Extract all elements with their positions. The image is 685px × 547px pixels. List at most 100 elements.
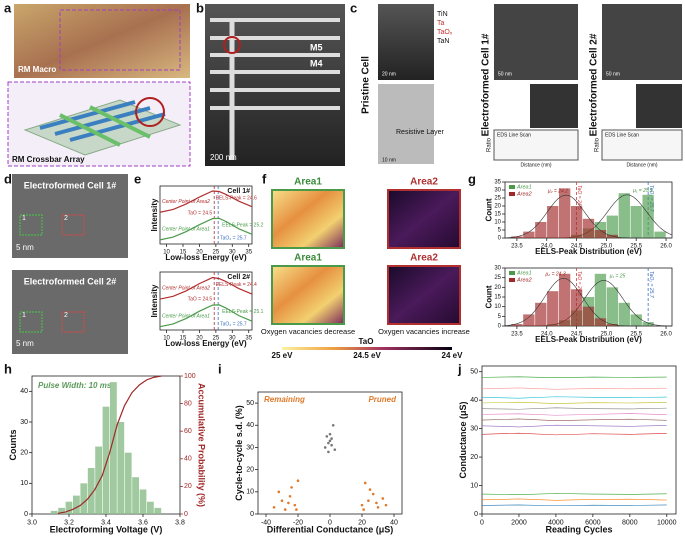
scale-bar: 50 nm: [606, 71, 620, 77]
y-tick-label: 40: [470, 397, 478, 404]
scatter-point: [375, 501, 378, 505]
series-line: [159, 276, 253, 300]
scatter-point: [280, 499, 284, 502]
peak-label: EELS-Peak = 24.4: [216, 282, 257, 288]
y-tick-label: 15: [494, 295, 501, 301]
legend-label: Area1: [516, 184, 532, 190]
x-tick-label: -20: [293, 519, 303, 526]
series-label: Center Point of Area1: [162, 313, 210, 319]
y-tick-label: 30: [494, 266, 501, 272]
scale-bar: 5 nm: [16, 243, 34, 252]
series-label: Center Point of Area2: [162, 199, 210, 205]
scatter-point: [371, 492, 375, 496]
scatter-point: [330, 443, 333, 447]
y-tick-label: 20: [20, 450, 28, 457]
x-tick-label: 24.5: [571, 331, 583, 337]
histogram-bar: [594, 318, 607, 326]
series-line: [481, 424, 667, 428]
legend-swatch: [509, 271, 515, 275]
scatter-point: [277, 490, 281, 494]
histogram-bar: [606, 324, 619, 326]
x-axis-label: Reading Cycles: [545, 524, 612, 534]
series-label: Center Point of Area1: [162, 226, 210, 232]
heatmap: [387, 189, 461, 249]
histogram-bar: [65, 501, 73, 514]
area-title: Area1: [294, 177, 322, 188]
y-tick-label: 10: [494, 220, 501, 226]
scale-bar: 10 nm: [382, 157, 396, 163]
histogram-bar: [606, 234, 619, 238]
y-tick-label: 30: [494, 188, 501, 194]
colorbar: [282, 347, 452, 350]
area-title: Area2: [410, 253, 438, 264]
x-tick-label: 15: [180, 249, 187, 255]
area-box: [19, 311, 43, 333]
y-tick-label: 25: [494, 196, 501, 202]
cell-title: Electroformed Cell 2#: [24, 276, 117, 286]
y-tick-label: 20: [494, 204, 501, 210]
note: Pulse Width: 10 ms: [38, 381, 112, 390]
scatter-point: [295, 508, 298, 511]
x-tick-label: 3.0: [27, 519, 37, 526]
y-tick-label: 0: [498, 324, 502, 330]
mean-label: μ₂ = 24.3: [545, 272, 566, 278]
histogram-bar: [618, 302, 630, 326]
plot-frame: [159, 185, 253, 245]
scatter-point: [376, 506, 380, 509]
panel-label: d: [4, 171, 12, 186]
y-tick-label: 20: [494, 285, 501, 291]
scatter-point: [293, 503, 297, 507]
x-tick-label: 3.8: [175, 519, 185, 526]
y-tick-label: 40: [246, 422, 254, 429]
y2-tick-label: 20: [184, 483, 192, 490]
y-axis-label: Count: [485, 198, 494, 221]
y-tick-label: 0: [498, 236, 502, 242]
histogram-bar: [642, 322, 654, 326]
histogram-bar: [50, 510, 58, 514]
x-tick-label: 30: [229, 335, 236, 341]
macro-photo: [14, 4, 190, 78]
chart-title: Cell 2#: [227, 274, 250, 281]
histogram-bar: [570, 206, 583, 238]
scatter-point: [296, 479, 300, 483]
layer-label: TaOₓ: [437, 29, 453, 36]
y-tick-label: 25: [494, 275, 501, 281]
legend-swatch: [509, 185, 515, 189]
tem-image: [378, 4, 434, 80]
chart-title: Cell 1#: [227, 188, 250, 195]
area-title: Area1: [294, 253, 322, 264]
panel-label: j: [457, 361, 462, 376]
y-axis-label: Conductance (μS): [458, 401, 468, 478]
x-tick-label: 25.5: [630, 243, 642, 249]
plot-frame: [159, 271, 253, 331]
histogram-bar: [582, 306, 595, 326]
peak-label: EELS-Peak = 25.2: [222, 223, 263, 229]
axis-label: Ratio: [487, 137, 493, 152]
histogram-bar: [58, 507, 65, 514]
array-label: RM Crossbar Array: [12, 155, 85, 164]
histogram-bar: [511, 324, 523, 326]
plot-frame: [257, 391, 403, 515]
histogram-bar: [582, 218, 595, 238]
legend-swatch: [509, 192, 515, 196]
series-line: [481, 504, 667, 507]
x-tick-label: 24.0: [541, 243, 553, 249]
scatter-point: [384, 503, 388, 507]
heatmap: [271, 265, 345, 325]
histogram-bar: [73, 495, 80, 514]
histogram-bar: [606, 287, 619, 326]
eds-image: [530, 84, 578, 128]
reference-label: TaO₂ = 25.7: [220, 235, 247, 241]
tem-image: [378, 84, 434, 164]
histogram-bar: [117, 422, 125, 514]
scatter-point: [272, 506, 276, 509]
histogram-bar: [558, 188, 571, 238]
y2-tick-label: 100: [184, 373, 196, 380]
x-tick-label: 25.0: [601, 331, 613, 337]
histogram-bar: [154, 507, 162, 514]
panel-label: h: [4, 361, 12, 376]
macro-box: [59, 9, 181, 71]
x-tick-label: 10: [163, 249, 170, 255]
y-axis-label: Count: [485, 285, 494, 308]
x-tick-label: 20: [358, 519, 366, 526]
